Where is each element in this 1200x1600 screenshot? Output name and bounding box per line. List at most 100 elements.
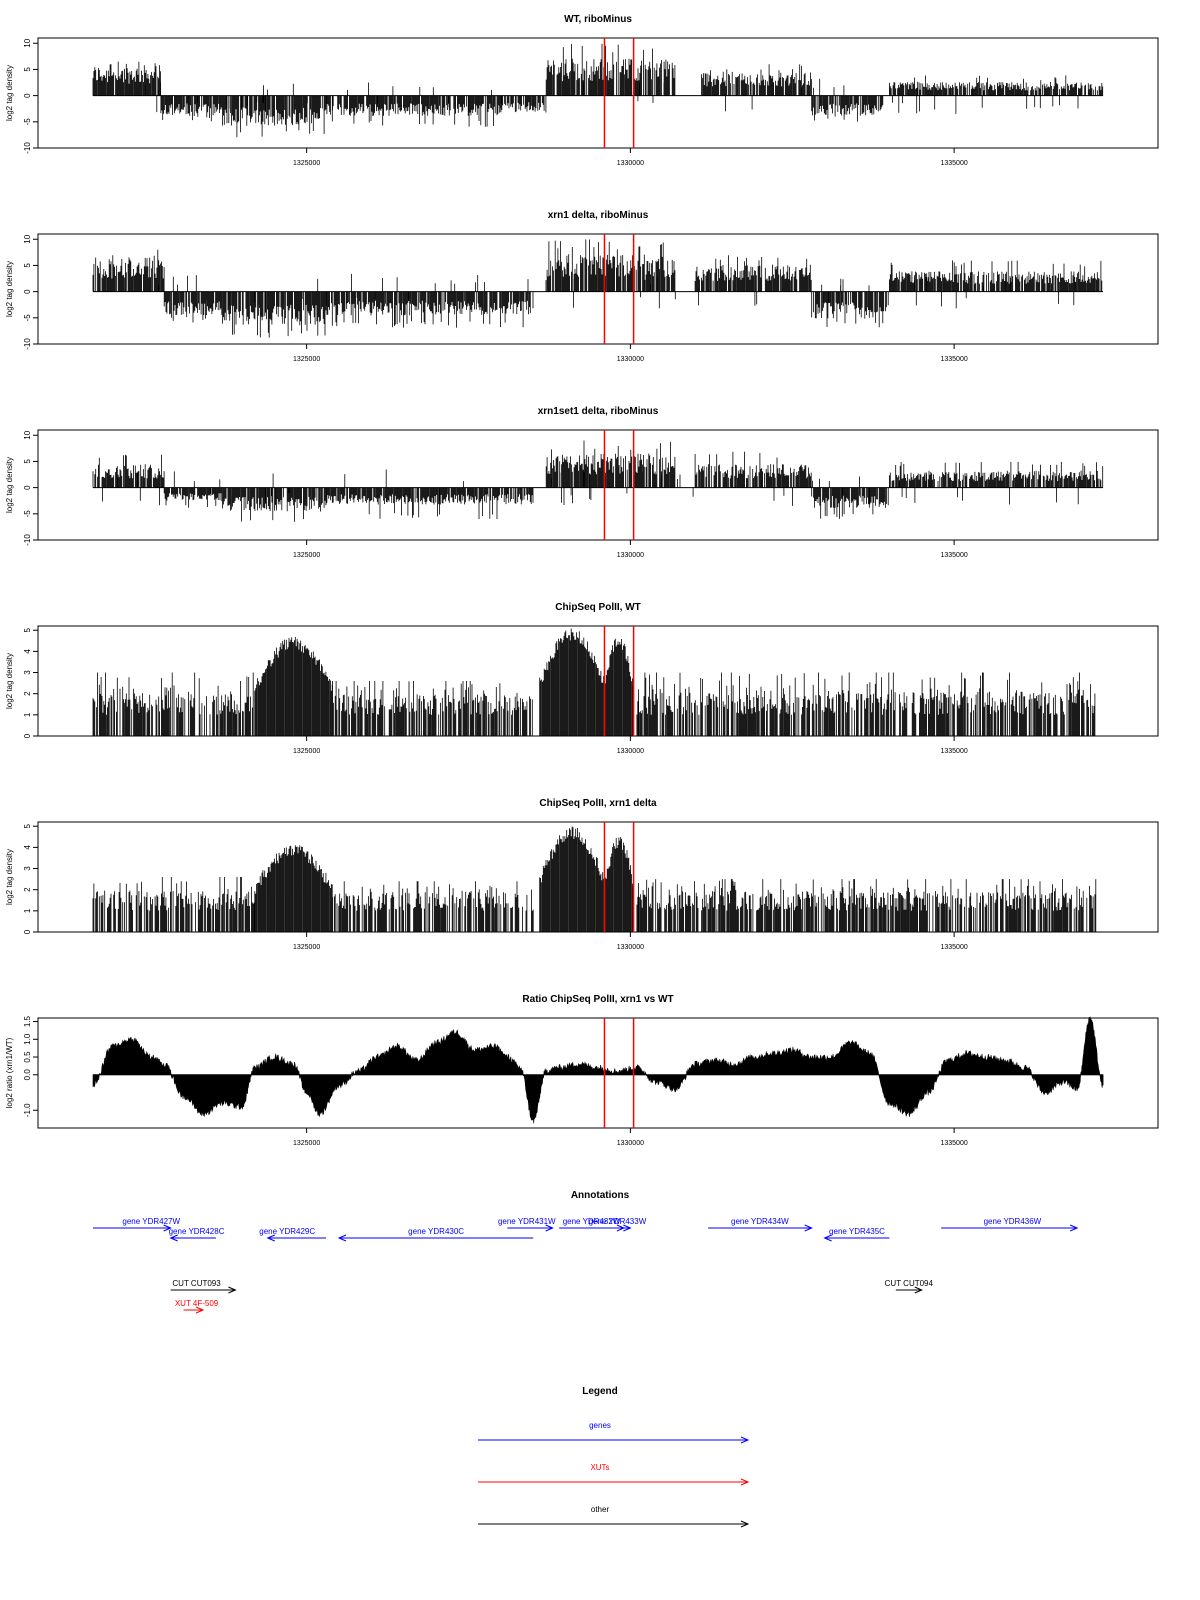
signal-bars — [222, 291, 327, 338]
y-tick-label: 1 — [23, 712, 32, 717]
signal-segment-6 — [694, 255, 812, 292]
signal-bars — [325, 291, 534, 328]
y-tick-label: -5 — [23, 118, 32, 126]
chart-panel-2: xrn1 delta, riboMinus -10 -5 0 5 10 log2 tag d… — [5, 210, 1159, 363]
ratio-area — [92, 1016, 1104, 1124]
feature-label: gene YDR435C — [829, 1227, 885, 1236]
x-tick-label: 1335000 — [940, 944, 967, 951]
signal-segment-5 — [325, 95, 501, 127]
signal-bars — [92, 672, 254, 736]
legend-arrowhead — [740, 1478, 750, 1486]
y-tick-label: -5 — [23, 510, 32, 518]
signal-bars — [222, 487, 327, 522]
y-axis-label: log2 tag density — [5, 261, 14, 317]
x-tick-label: 1335000 — [940, 356, 967, 363]
signal-segment-2 — [163, 291, 223, 323]
legend-entry-other: other — [478, 1505, 750, 1528]
y-tick-label: 0.5 — [23, 1051, 32, 1063]
feature-label: gene YDR433W — [589, 1217, 647, 1226]
y-axis: -10 -5 0 5 10 — [23, 234, 38, 350]
y-tick-label: -10 — [23, 142, 32, 154]
y-axis-label: log2 tag density — [5, 849, 14, 905]
legend: Legend genes XUTs other — [478, 1386, 750, 1528]
y-tick-label: -10 — [23, 534, 32, 546]
y-tick-label: 5 — [23, 263, 32, 268]
signal-segment-5 — [545, 440, 676, 488]
y-tick-label: 3 — [23, 670, 32, 675]
y-tick-label: 0 — [23, 93, 32, 98]
y-tick-label: 4 — [23, 845, 32, 850]
y-tick-label: 3 — [23, 866, 32, 871]
signal-segment-4 — [325, 487, 534, 519]
x-axis: 1325000 1330000 1335000 — [293, 540, 968, 559]
y-tick-label: -1.0 — [23, 1103, 32, 1117]
x-tick-label: 1325000 — [293, 356, 320, 363]
signal-bars — [811, 487, 889, 519]
signal-segment-3 — [332, 681, 533, 736]
feature-gene-ydr435c: gene YDR435C — [823, 1227, 890, 1242]
feature-arrowhead — [169, 1234, 178, 1242]
chart-title: Ratio ChipSeq PolII, xrn1 vs WT — [522, 994, 673, 1005]
feature-arrowhead — [228, 1286, 237, 1294]
feature-label: CUT CUT093 — [172, 1279, 221, 1288]
signal-bars — [604, 837, 634, 932]
feature-gene-ydr427w: gene YDR427W — [92, 1217, 181, 1232]
y-tick-label: 2 — [23, 887, 32, 892]
feature-gene-ydr428c: gene YDR428C — [169, 1227, 225, 1242]
chart-title: xrn1 delta, riboMinus — [548, 210, 649, 221]
y-axis: -1.0 0.0 0.5 1.0 1.5 — [23, 1015, 38, 1117]
signal-bars — [332, 681, 533, 736]
y-tick-label: -5 — [23, 314, 32, 322]
feature-arrowhead — [914, 1286, 924, 1294]
feature-label: gene YDR429C — [259, 1227, 315, 1236]
y-axis-label: log2 tag density — [5, 653, 14, 709]
legend-arrowhead — [740, 1520, 750, 1528]
feature-arrowhead — [337, 1234, 347, 1242]
feature-label: gene YDR430C — [408, 1227, 464, 1236]
signal-segment-1 — [92, 454, 165, 488]
y-axis: 0 1 2 3 4 5 — [23, 823, 38, 934]
signal-bars — [325, 487, 534, 519]
signal-bars — [604, 638, 634, 736]
signal-bars — [694, 451, 812, 488]
x-tick-label: 1335000 — [940, 748, 967, 755]
signal-segment-4 — [286, 95, 327, 134]
y-tick-label: 2 — [23, 691, 32, 696]
signal-segment-6 — [694, 451, 812, 488]
signal-segment-5 — [604, 638, 634, 736]
y-tick-label: 0 — [23, 485, 32, 490]
feature-cut-cut093: CUT CUT093 — [170, 1279, 237, 1294]
feature-cut-cut094: CUT CUT094 — [885, 1279, 934, 1294]
signal-bars — [811, 291, 889, 328]
signal-bars — [546, 239, 676, 292]
x-tick-label: 1325000 — [293, 1140, 320, 1147]
feature-xut-4f-509: XUT 4F-509 — [175, 1299, 219, 1314]
y-axis-label: log2 tag density — [5, 457, 14, 513]
signal-bars — [701, 64, 812, 96]
data-series — [92, 440, 1104, 522]
x-tick-label: 1330000 — [617, 748, 644, 755]
signal-bars — [694, 255, 812, 292]
plot-frame — [37, 429, 1159, 541]
x-tick-label: 1335000 — [940, 1140, 967, 1147]
legend-label: other — [591, 1505, 610, 1514]
data-series — [92, 43, 1104, 138]
feature-gene-ydr434w: gene YDR434W — [708, 1217, 813, 1232]
y-axis: -10 -5 0 5 10 — [23, 430, 38, 546]
y-tick-label: 5 — [23, 627, 32, 632]
x-axis: 1325000 1330000 1335000 — [293, 932, 968, 951]
feature-arrowhead — [623, 1224, 632, 1232]
chart-panel-1: WT, riboMinus -10 -5 0 5 10 log2 tag density 13… — [5, 14, 1159, 167]
y-tick-label: 0 — [23, 929, 32, 934]
legend-entry-xuts: XUTs — [478, 1463, 750, 1486]
x-tick-label: 1325000 — [293, 552, 320, 559]
feature-label: gene YDR427W — [122, 1217, 180, 1226]
feature-arrowhead — [545, 1224, 554, 1232]
signal-segment-6 — [500, 95, 547, 113]
legend-title: Legend — [582, 1386, 618, 1397]
signal-segment-8 — [889, 260, 1103, 292]
signal-bars — [92, 454, 165, 488]
signal-segment-5 — [604, 837, 634, 932]
signal-segment-2 — [254, 845, 333, 932]
